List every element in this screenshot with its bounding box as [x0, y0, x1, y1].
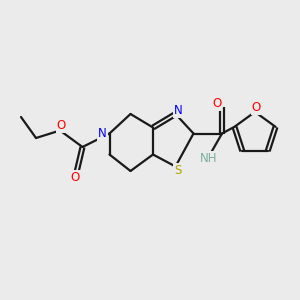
Text: NH: NH [200, 152, 217, 165]
Text: O: O [70, 171, 80, 184]
Text: O: O [57, 119, 66, 133]
Text: N: N [98, 127, 107, 140]
Text: S: S [174, 164, 182, 177]
Text: O: O [252, 101, 261, 114]
Text: N: N [173, 104, 182, 118]
Text: O: O [212, 97, 221, 110]
